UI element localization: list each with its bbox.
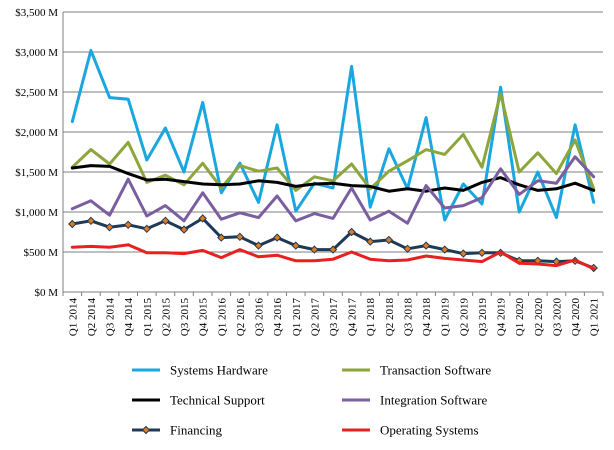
series-point <box>105 222 114 232</box>
series-point <box>68 219 77 229</box>
legend-label: Technical Support <box>170 393 265 408</box>
y-tick-label: $1,000 M <box>15 207 58 219</box>
x-tick-label: Q1 2017 <box>291 298 303 337</box>
x-tick-label: Q4 2017 <box>347 298 359 337</box>
legend-label: Transaction Software <box>380 363 491 378</box>
series-point <box>403 244 412 254</box>
series-point <box>142 224 152 234</box>
series-point <box>477 248 487 258</box>
x-tick-label: Q2 2017 <box>309 298 321 337</box>
x-tick-label: Q1 2020 <box>514 298 526 337</box>
series-line-1 <box>70 92 596 192</box>
legend-marker <box>141 425 151 435</box>
x-axis: Q1 2014 Q2 2014 Q3 2014 Q4 2014 Q1 2015 Q2 20… <box>62 292 604 337</box>
legend-label: Integration Software <box>380 393 487 408</box>
series-point <box>272 233 282 242</box>
legend-label: Operating Systems <box>380 423 479 438</box>
x-tick-label: Q4 2014 <box>123 298 135 337</box>
series-point <box>198 214 207 223</box>
y-tick-label: $3,000 M <box>15 47 58 59</box>
x-tick-label: Q1 2019 <box>440 298 452 337</box>
x-tick-label: Q3 2020 <box>551 298 563 337</box>
series-point <box>366 237 375 246</box>
legend-label: Financing <box>170 423 222 438</box>
x-tick-label: Q1 2015 <box>142 298 154 337</box>
series-point <box>384 235 394 245</box>
x-tick-label: Q2 2020 <box>533 298 545 337</box>
x-tick-label: Q3 2017 <box>328 298 340 337</box>
x-tick-label: Q4 2019 <box>496 298 508 337</box>
series-point <box>459 249 468 258</box>
series-point <box>179 225 189 234</box>
y-axis: $0 M $500 M $1,000 M $1,500 M $2,000 M $2,500… <box>15 7 64 299</box>
x-tick-label: Q2 2018 <box>384 298 396 337</box>
y-tick-label: $0 M <box>34 287 58 299</box>
series-line-0 <box>70 48 596 222</box>
x-tick-label: Q3 2014 <box>105 298 117 337</box>
x-tick-label: Q4 2015 <box>198 298 210 337</box>
x-tick-label: Q1 2018 <box>365 298 377 337</box>
legend: Systems Hardware Transaction Software Tech… <box>132 363 491 438</box>
x-tick-label: Q1 2021 <box>589 298 601 336</box>
x-tick-label: Q2 2016 <box>235 298 247 337</box>
x-tick-label: Q2 2019 <box>458 298 470 337</box>
series-point <box>347 227 356 237</box>
series-point <box>86 216 96 226</box>
x-tick-label: Q4 2018 <box>421 298 433 337</box>
x-tick-label: Q3 2016 <box>254 298 266 337</box>
series-point <box>291 241 300 250</box>
series-point <box>161 216 170 226</box>
x-tick-label: Q3 2018 <box>402 298 414 337</box>
x-tick-label: Q3 2015 <box>179 298 191 337</box>
x-tick-label: Q2 2014 <box>86 298 98 337</box>
x-tick-label: Q1 2014 <box>67 298 79 337</box>
y-tick-label: $3,500 M <box>15 7 58 19</box>
x-tick-label: Q3 2019 <box>477 298 489 337</box>
series-point <box>254 241 263 250</box>
plot-area <box>68 48 598 273</box>
series-point <box>421 241 431 250</box>
x-tick-label: Q1 2016 <box>216 298 228 337</box>
series-line-3 <box>70 155 596 225</box>
series-line-5 <box>70 243 596 271</box>
series-point <box>123 220 133 230</box>
x-tick-label: Q2 2015 <box>160 298 172 337</box>
series-point <box>328 245 338 254</box>
y-tick-label: $1,500 M <box>15 167 58 179</box>
y-tick-label: $2,500 M <box>15 87 58 99</box>
x-tick-label: Q4 2020 <box>570 298 582 337</box>
series-line-2 <box>70 164 596 193</box>
series-point <box>440 245 449 254</box>
series-point <box>235 232 245 242</box>
series-point <box>217 233 226 242</box>
series-point <box>310 245 319 254</box>
x-tick-label: Q4 2016 <box>272 298 284 337</box>
y-tick-label: $500 M <box>23 247 58 259</box>
y-tick-label: $2,000 M <box>15 127 58 139</box>
legend-label: Systems Hardware <box>170 363 268 378</box>
